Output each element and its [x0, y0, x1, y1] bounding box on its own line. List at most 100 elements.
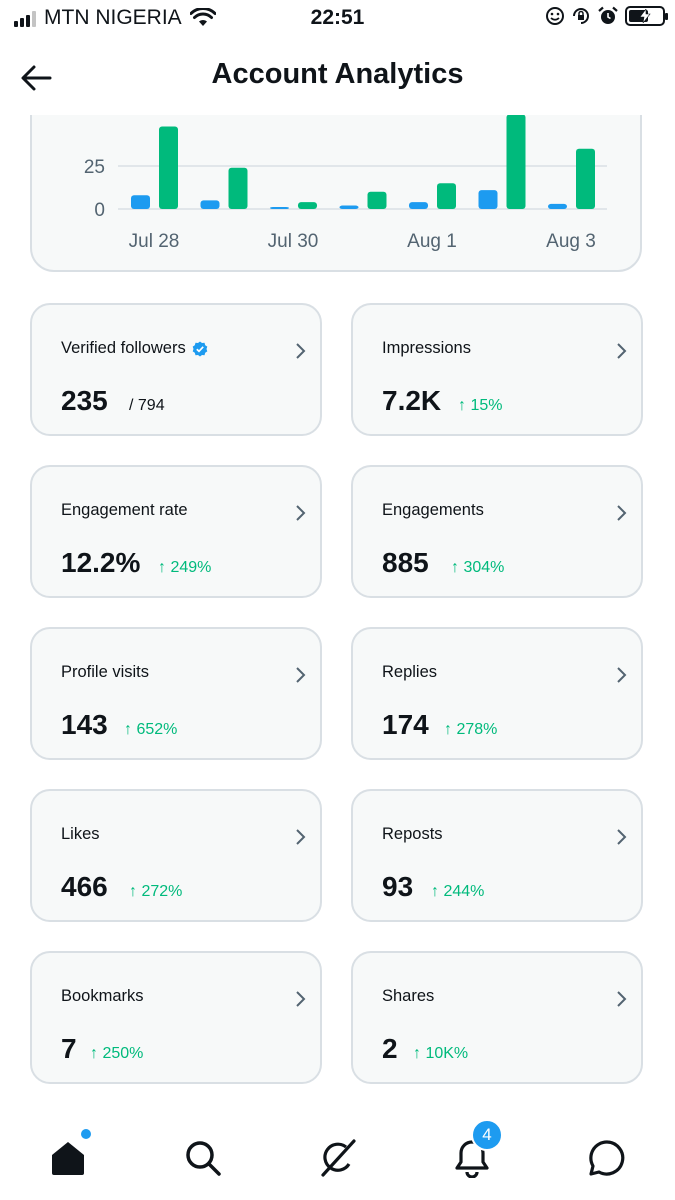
verified-badge-icon: [192, 341, 208, 357]
bar-series-1[interactable]: [131, 195, 150, 209]
carrier-name: MTN NIGERIA: [44, 6, 182, 29]
nav-messages[interactable]: [582, 1133, 632, 1183]
unread-dot: [81, 1129, 91, 1139]
back-arrow-icon: [21, 65, 52, 91]
alarm-icon: [598, 6, 618, 24]
x-tick-label: Jul 28: [129, 231, 180, 252]
chevron-right-icon: [617, 991, 627, 1007]
bar-series-2[interactable]: [367, 191, 387, 209]
bar-series-2[interactable]: [576, 148, 595, 209]
card-value: 2: [382, 1033, 398, 1064]
card-label: Likes: [61, 825, 100, 843]
chevron-right-icon: [296, 829, 306, 845]
battery-icon: [625, 6, 668, 26]
card-change: ↑ 304%: [451, 559, 505, 576]
card-value: 143: [61, 709, 108, 740]
notification-count-badge: 4: [471, 1119, 503, 1151]
y-tick-label: 0: [94, 200, 105, 221]
card-change: ↑ 652%: [124, 721, 178, 738]
grok-icon: [321, 1139, 356, 1177]
face-icon: [546, 7, 564, 25]
bar-series-1[interactable]: [200, 200, 220, 209]
card-value: 466: [61, 871, 108, 902]
nav-notifications[interactable]: 4: [447, 1119, 503, 1183]
y-tick-label: 25: [84, 157, 105, 178]
bottom-nav: 4: [0, 1115, 675, 1200]
bar-series-2[interactable]: [437, 183, 456, 209]
card-reposts[interactable]: Reposts 93 ↑ 244%: [351, 789, 643, 922]
card-label: Replies: [382, 663, 438, 681]
chevron-right-icon: [296, 991, 306, 1007]
page-title: Account Analytics: [211, 58, 464, 90]
card-value: 885: [382, 547, 429, 578]
carrier-group: MTN NIGERIA: [14, 6, 216, 30]
card-label: Impressions: [382, 339, 471, 357]
chart-viewport: 0 25 Jul 28 Jul 30 Aug 1 Aug 3: [0, 115, 675, 285]
bar-series-2[interactable]: [298, 202, 317, 209]
nav-search[interactable]: [178, 1133, 228, 1183]
app-header: Account Analytics: [0, 48, 675, 106]
bar-series-1[interactable]: [548, 203, 567, 209]
chevron-right-icon: [296, 505, 306, 521]
card-replies[interactable]: Replies 174 ↑ 278%: [351, 627, 643, 760]
card-impressions[interactable]: Impressions 7.2K ↑ 15%: [351, 303, 643, 436]
card-value: 235: [61, 385, 108, 416]
home-icon: [52, 1142, 84, 1175]
chevron-right-icon: [617, 505, 627, 521]
card-value: 12.2%: [61, 547, 141, 578]
card-label: Shares: [382, 987, 435, 1005]
card-value: 93: [382, 871, 414, 902]
chevron-right-icon: [617, 829, 627, 845]
nav-home[interactable]: [43, 1129, 93, 1183]
x-tick-label: Jul 30: [268, 231, 319, 252]
nav-grok[interactable]: [313, 1133, 363, 1183]
card-value: 7.2K: [382, 385, 442, 416]
clock: 22:51: [310, 6, 365, 29]
card-change: ↑ 278%: [444, 721, 498, 738]
card-profile-visits[interactable]: Profile visits 143 ↑ 652%: [30, 627, 322, 760]
card-likes[interactable]: Likes 466 ↑ 272%: [30, 789, 322, 922]
card-label: Engagements: [382, 501, 484, 519]
card-change: ↑ 272%: [129, 883, 183, 900]
chevron-right-icon: [296, 343, 306, 359]
bar-series-2[interactable]: [228, 167, 248, 209]
card-verified-followers[interactable]: Verified followers 235 / 794: [30, 303, 322, 436]
card-change: ↑ 244%: [431, 883, 485, 900]
signal-icon: [14, 9, 36, 27]
back-button[interactable]: [14, 56, 58, 100]
card-label: Bookmarks: [61, 987, 144, 1005]
search-icon: [186, 1141, 221, 1176]
card-total: / 794: [129, 397, 165, 414]
bar-series-1[interactable]: [270, 207, 289, 209]
wifi-icon: [189, 8, 216, 26]
chevron-right-icon: [617, 667, 627, 683]
card-engagements[interactable]: Engagements 885 ↑ 304%: [351, 465, 643, 598]
card-value: 174: [382, 709, 429, 740]
card-label: Profile visits: [61, 663, 150, 681]
messages-icon: [589, 1140, 625, 1176]
card-engagement-rate[interactable]: Engagement rate 12.2% ↑ 249%: [30, 465, 322, 598]
bar-series-2[interactable]: [506, 115, 526, 209]
bar-chart: 0 25 Jul 28 Jul 30 Aug 1 Aug 3: [84, 115, 607, 252]
status-icons: [545, 6, 668, 26]
card-label: Verified followers: [61, 339, 208, 358]
card-change: ↑ 15%: [458, 397, 503, 414]
bar-series-1[interactable]: [339, 205, 359, 209]
x-tick-label: Aug 1: [407, 231, 457, 252]
card-bookmarks[interactable]: Bookmarks 7 ↑ 250%: [30, 951, 322, 1084]
bar-series-1[interactable]: [409, 202, 428, 209]
chevron-right-icon: [617, 343, 627, 359]
bar-series-2[interactable]: [159, 126, 178, 209]
chevron-right-icon: [296, 667, 306, 683]
card-change: ↑ 10K%: [413, 1045, 469, 1062]
x-tick-label: Aug 3: [546, 231, 596, 252]
status-bar: MTN NIGERIA 22:51: [0, 0, 675, 40]
card-shares[interactable]: Shares 2 ↑ 10K%: [351, 951, 643, 1084]
bar-series-1[interactable]: [478, 190, 498, 209]
card-change: ↑ 250%: [90, 1045, 144, 1062]
card-label: Reposts: [382, 825, 443, 843]
chart-card: [30, 115, 642, 272]
card-label: Engagement rate: [61, 501, 188, 519]
rotation-lock-icon: [573, 8, 589, 24]
card-change: ↑ 249%: [158, 559, 212, 576]
